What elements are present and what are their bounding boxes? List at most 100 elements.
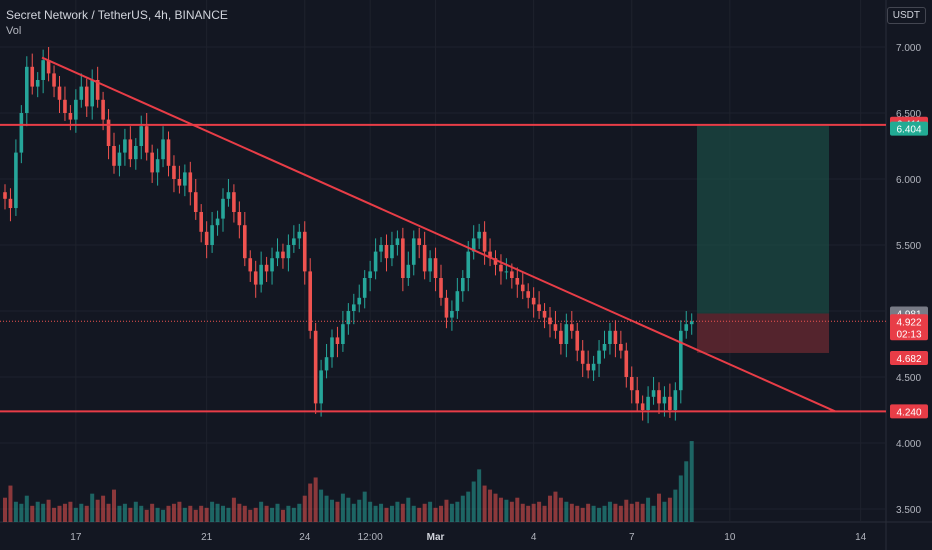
volume-bar xyxy=(542,505,547,522)
descending-trendline[interactable] xyxy=(41,56,836,413)
candle-body xyxy=(591,363,596,371)
candle-body xyxy=(221,198,225,219)
candle-body xyxy=(270,258,274,272)
volume-bar xyxy=(531,503,536,522)
volume-bar xyxy=(678,475,683,522)
candle-body xyxy=(226,192,231,199)
volume-bar xyxy=(237,503,242,522)
candle-body xyxy=(608,330,612,344)
volume-bar xyxy=(330,499,334,522)
candle-body xyxy=(150,152,154,173)
volume-bar xyxy=(515,497,520,522)
candle-body xyxy=(515,278,520,285)
candle-body xyxy=(3,192,7,199)
volume-bar xyxy=(607,501,612,522)
candle-body xyxy=(526,291,530,298)
volume-bar xyxy=(221,505,225,522)
volume-bar xyxy=(597,507,602,522)
volume-bar xyxy=(30,505,35,522)
chart-title[interactable]: Secret Network / TetherUS, 4h, BINANCE xyxy=(6,8,228,22)
volume-bar xyxy=(177,501,182,522)
candle-body xyxy=(417,238,421,245)
volume-bar xyxy=(689,441,694,522)
candle-body xyxy=(46,60,51,74)
candle-body xyxy=(439,278,443,298)
candle-body xyxy=(166,139,171,166)
volume-bar xyxy=(449,503,454,522)
candle-body xyxy=(428,258,432,272)
candle-body xyxy=(112,146,116,166)
volume-bar xyxy=(640,503,645,522)
volume-bar xyxy=(144,509,149,522)
time-tick-label: 14 xyxy=(855,532,867,543)
drawing-lines[interactable] xyxy=(0,56,886,413)
volume-bar xyxy=(286,505,291,522)
volume-bar xyxy=(106,503,111,522)
candle-body xyxy=(373,251,378,272)
volume-bar xyxy=(673,489,678,522)
volume-bar xyxy=(302,495,307,522)
volume-bar xyxy=(313,477,318,522)
stop-zone[interactable] xyxy=(697,313,829,353)
volume-bar xyxy=(308,483,313,522)
volume-bar xyxy=(569,503,574,522)
candle-body xyxy=(640,403,645,410)
volume-bar xyxy=(444,499,449,522)
volume-bar xyxy=(379,503,384,522)
candle-body xyxy=(161,139,165,160)
candle-body xyxy=(406,264,411,278)
target-zone[interactable] xyxy=(697,125,829,314)
price-tick-label: 4.500 xyxy=(896,373,921,384)
candle-body xyxy=(673,390,678,410)
candle-body xyxy=(204,231,209,245)
volume-bar xyxy=(362,491,367,522)
time-axis[interactable]: 17 21 24 12:00 Mar 4 7 10 14 xyxy=(70,532,866,543)
volume-bar xyxy=(477,469,482,522)
volume-bar xyxy=(417,507,422,522)
volume-bar xyxy=(471,481,476,522)
volume-bar xyxy=(95,499,100,522)
candle-body xyxy=(390,245,394,259)
candle-body xyxy=(90,80,94,107)
candle-body xyxy=(139,126,144,146)
price-badge: 6.404 xyxy=(890,121,928,136)
candle-body xyxy=(25,66,29,113)
currency-label[interactable]: USDT xyxy=(886,7,926,24)
volume-indicator-label[interactable]: Vol xyxy=(6,25,22,37)
volume-bar xyxy=(68,501,73,522)
candle-body xyxy=(537,304,541,311)
candle-body xyxy=(482,231,487,252)
candle-body xyxy=(401,238,405,278)
candle-body xyxy=(123,139,127,153)
volume-bar xyxy=(488,489,493,522)
volume-bar xyxy=(580,507,585,522)
volume-bar xyxy=(62,503,67,522)
candle-body xyxy=(493,258,498,265)
candle-body xyxy=(341,324,345,344)
volume-bar xyxy=(150,503,155,522)
candlesticks xyxy=(3,47,694,424)
candle-body xyxy=(510,271,514,278)
volume-bar xyxy=(657,493,661,522)
volume-bar xyxy=(466,491,471,522)
candle-body xyxy=(422,245,427,272)
candle-body xyxy=(657,390,661,404)
volume-bar xyxy=(46,499,51,522)
volume-bar xyxy=(591,505,596,522)
candle-body xyxy=(629,377,634,391)
volume-bar xyxy=(482,485,487,522)
candle-body xyxy=(488,251,492,259)
candle-body xyxy=(455,291,460,311)
candle-body xyxy=(689,321,694,325)
volume-bar xyxy=(662,501,667,522)
volume-bar xyxy=(57,505,62,522)
candle-body xyxy=(183,172,187,186)
candle-body xyxy=(395,238,400,245)
candle-body xyxy=(384,245,389,259)
volume-bar xyxy=(231,497,236,522)
candle-body xyxy=(444,297,449,318)
volume-bar xyxy=(101,495,106,522)
price-badge-text: 4.922 xyxy=(896,317,921,328)
